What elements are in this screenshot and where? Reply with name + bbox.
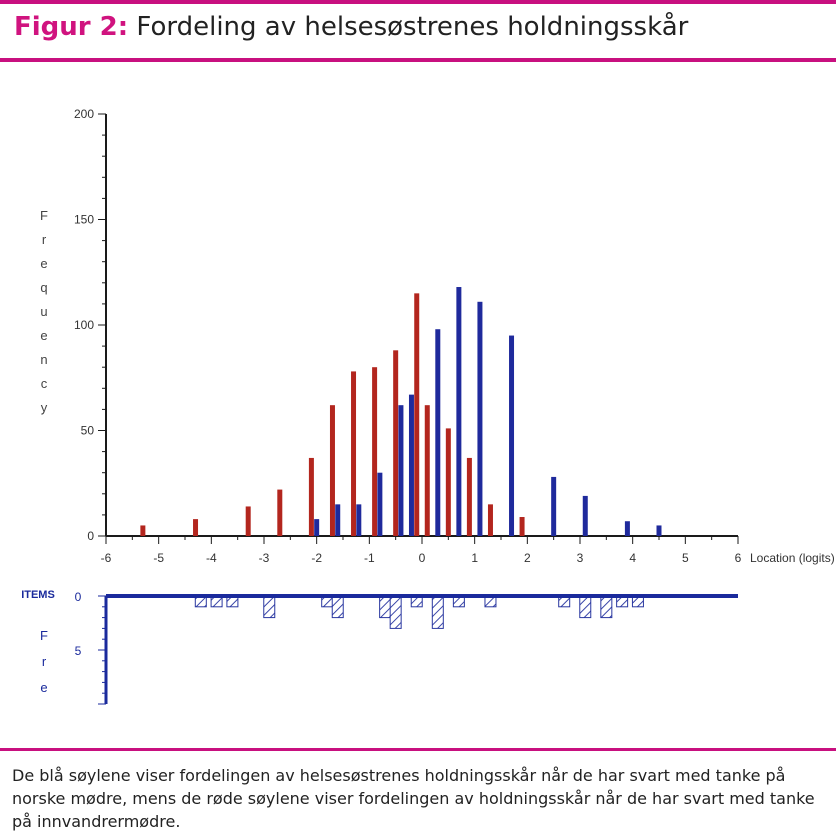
- figure-label: Figur 2:: [14, 12, 129, 42]
- item-bar: [379, 595, 392, 619]
- caption-rule: [0, 748, 836, 751]
- red-bar: [245, 506, 251, 536]
- y-axis-label-letter: e: [40, 328, 47, 343]
- blue-bar: [624, 521, 630, 536]
- x-tick-label: -3: [259, 551, 270, 565]
- x-tick-label: 6: [735, 551, 742, 565]
- items-axis-label-letter: r: [42, 654, 47, 669]
- item-bar: [431, 595, 444, 629]
- x-tick-label: 2: [524, 551, 531, 565]
- y-tick-label: 50: [81, 424, 95, 438]
- x-tick-label: -1: [364, 551, 375, 565]
- red-bar: [277, 489, 283, 536]
- item-bar: [263, 595, 276, 619]
- x-tick-label: 0: [419, 551, 426, 565]
- red-bar: [414, 293, 420, 536]
- red-bar: [351, 371, 357, 536]
- items-histogram: 0 5 ITEMS Fre: [21, 589, 738, 705]
- blue-bar: [377, 472, 383, 536]
- red-bar: [329, 405, 335, 536]
- items-axis-label-letter: e: [40, 680, 47, 695]
- blue-bar: [456, 287, 462, 536]
- red-bar: [445, 428, 451, 536]
- item-bar: [579, 595, 592, 619]
- item-bar: [389, 595, 402, 629]
- red-bar: [308, 457, 314, 536]
- y-axis-label-letter: n: [40, 352, 47, 367]
- blue-bar: [509, 335, 515, 536]
- red-bar: [519, 517, 525, 536]
- blue-bar: [314, 519, 320, 536]
- y-axis-label-letter: F: [40, 208, 48, 223]
- blue-bar: [335, 504, 341, 536]
- x-tick-label: -5: [153, 551, 164, 565]
- item-bar: [331, 595, 344, 619]
- red-bar: [393, 350, 399, 536]
- x-tick-label: 5: [682, 551, 689, 565]
- y-tick-label: 100: [74, 318, 94, 332]
- y-tick-label: 200: [74, 107, 94, 121]
- header-rule: [0, 58, 836, 62]
- y-axis-label-letter: r: [42, 232, 47, 247]
- red-bar: [372, 367, 378, 536]
- x-tick-label: 1: [471, 551, 478, 565]
- items-axis-label: ITEMS: [21, 589, 55, 601]
- main-histogram: 0 50 100 150 200 -6 -5 -4 -3 -2 -1 0 1 2 3 4 5 6 Location …: [40, 107, 835, 565]
- items-y-tick-label: 0: [75, 590, 82, 604]
- y-axis-label-letter: u: [40, 304, 47, 319]
- items-y-tick-label: 5: [75, 644, 82, 658]
- y-tick-label: 150: [74, 213, 94, 227]
- blue-bar: [656, 525, 662, 536]
- y-axis-label-letter: e: [40, 256, 47, 271]
- red-bar: [466, 457, 472, 536]
- item-bar: [600, 595, 613, 619]
- red-bar: [487, 504, 493, 536]
- red-bar: [193, 519, 199, 536]
- blue-bar: [356, 504, 362, 536]
- y-axis-label-letter: y: [41, 400, 48, 415]
- figure-title: Fordeling av helsesøstrenes holdningsskå…: [136, 12, 689, 42]
- blue-bar: [551, 476, 557, 536]
- y-axis-label-letter: q: [40, 280, 47, 295]
- red-bar: [140, 525, 146, 536]
- x-tick-label: 3: [577, 551, 584, 565]
- top-rule: [0, 0, 836, 4]
- figure-caption: De blå søylene viser fordelingen av hels…: [12, 766, 815, 831]
- x-tick-label: -4: [206, 551, 217, 565]
- blue-bar: [477, 301, 483, 536]
- x-axis-label: Location (logits): [750, 551, 835, 565]
- blue-bar: [435, 329, 441, 536]
- figure-header: Figur 2: Fordeling av helsesøstrenes hol…: [14, 12, 688, 42]
- x-tick-label: -6: [101, 551, 112, 565]
- x-tick-label: 4: [629, 551, 636, 565]
- blue-bar: [398, 405, 404, 536]
- blue-bar: [408, 394, 414, 536]
- y-tick-label: 0: [87, 529, 94, 543]
- y-axis-label-letter: c: [41, 376, 48, 391]
- x-tick-label: -2: [311, 551, 322, 565]
- blue-bar: [582, 495, 588, 536]
- red-bar: [424, 405, 430, 536]
- items-axis-label-letter: F: [40, 628, 48, 643]
